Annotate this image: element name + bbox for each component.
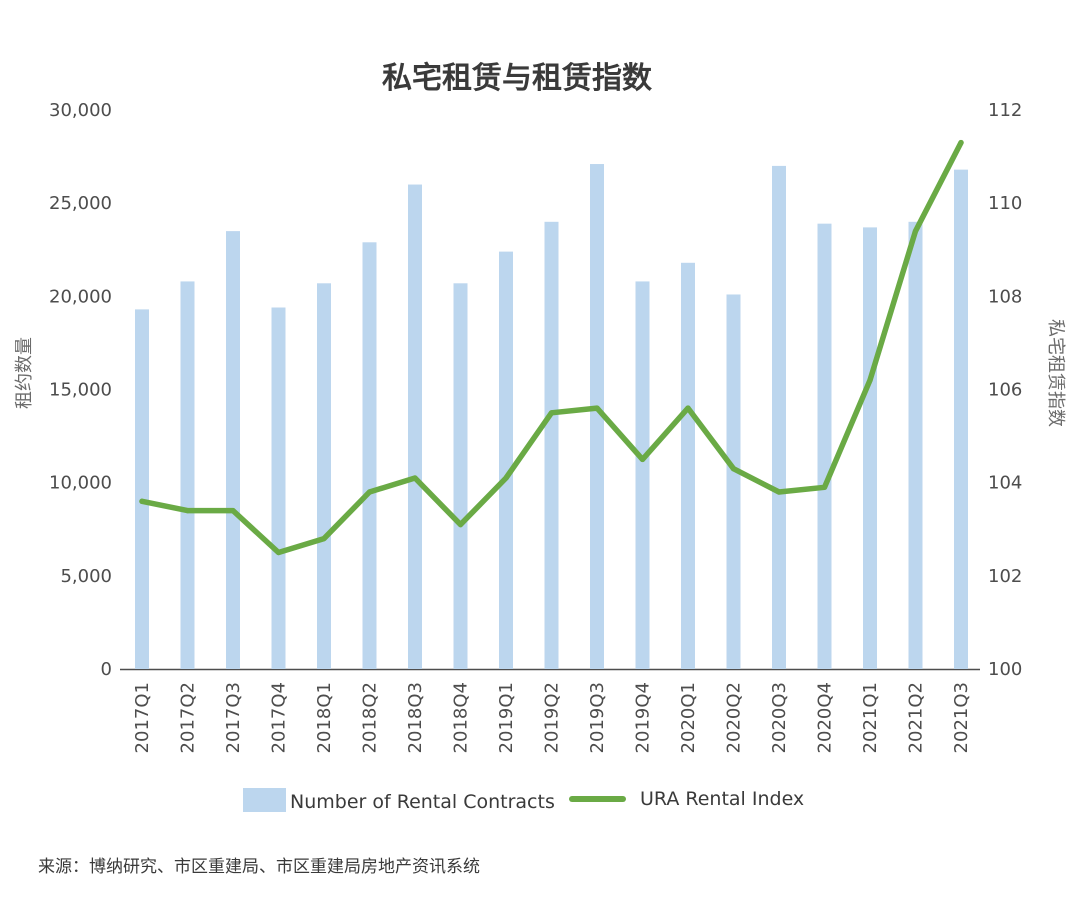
bar-2020Q2 — [726, 294, 741, 669]
x-tick-label: 2021Q2 — [906, 682, 927, 753]
bar-2017Q4 — [271, 307, 286, 669]
x-tick-label: 2018Q2 — [360, 682, 381, 753]
x-tick-label: 2020Q4 — [815, 682, 836, 753]
bar-2018Q1 — [317, 283, 331, 669]
left-tick-label: 0 — [101, 659, 112, 680]
line-point-2017Q2 — [184, 508, 191, 514]
x-tick-label: 2019Q3 — [587, 682, 608, 753]
bar-2017Q3 — [226, 231, 240, 669]
line-point-2021Q3 — [958, 140, 964, 146]
x-tick-label: 2020Q3 — [769, 682, 790, 753]
line-point-2020Q3 — [776, 489, 782, 495]
line-point-2019Q1 — [503, 475, 509, 481]
line-point-2018Q1 — [321, 535, 327, 542]
line-series-layer — [139, 139, 964, 556]
line-point-2017Q4 — [275, 549, 282, 556]
bar-2019Q1 — [499, 251, 513, 669]
chart-title: 私宅租赁与租赁指数 — [382, 61, 653, 96]
left-tick-label: 10,000 — [49, 473, 112, 494]
bar-2018Q3 — [408, 184, 422, 670]
right-axis-title: 私宅租赁指数 — [1045, 319, 1066, 427]
bar-2021Q3 — [954, 169, 968, 670]
line-point-2020Q1 — [685, 405, 691, 411]
right-tick-label: 102 — [988, 566, 1022, 587]
legend-bar-swatch — [243, 788, 286, 812]
bar-2017Q2 — [180, 281, 195, 669]
left-tick-label: 5,000 — [60, 566, 112, 587]
legend-line-label: URA Rental Index — [640, 788, 804, 810]
line-point-2021Q2 — [912, 228, 919, 234]
x-tick-label: 2021Q1 — [860, 682, 881, 753]
bar-2019Q3 — [590, 164, 604, 669]
line-point-2018Q2 — [366, 489, 373, 495]
line-point-2020Q2 — [730, 466, 737, 472]
line-point-2019Q3 — [594, 405, 600, 411]
x-tick-label: 2017Q3 — [223, 682, 244, 753]
bar-2019Q4 — [635, 281, 650, 669]
x-tick-label: 2020Q1 — [678, 682, 699, 753]
line-point-2019Q2 — [548, 410, 555, 416]
bar-2020Q4 — [817, 223, 832, 669]
legend-bar-label: Number of Rental Contracts — [290, 791, 555, 813]
line-point-2017Q1 — [139, 498, 145, 504]
left-tick-label: 25,000 — [49, 193, 112, 214]
x-tick-label: 2019Q1 — [496, 682, 517, 753]
right-tick-label: 100 — [988, 659, 1022, 680]
bar-2020Q3 — [772, 165, 786, 669]
x-tick-label: 2017Q1 — [132, 682, 153, 753]
left-tick-label: 15,000 — [49, 380, 112, 401]
right-axis-ticks: 100 102 104 106 108 110 112 — [988, 100, 1022, 680]
x-tick-label: 2019Q4 — [633, 682, 654, 753]
right-tick-label: 110 — [988, 193, 1022, 214]
x-tick-label: 2017Q4 — [269, 682, 290, 753]
line-point-2017Q3 — [230, 508, 236, 514]
right-tick-label: 106 — [988, 380, 1022, 401]
bar-2019Q2 — [544, 221, 559, 670]
x-tick-label: 2021Q3 — [951, 682, 972, 753]
x-tick-label: 2019Q2 — [542, 682, 563, 753]
line-point-2018Q3 — [412, 475, 418, 481]
bar-2020Q1 — [681, 262, 695, 669]
line-point-2021Q1 — [867, 377, 873, 383]
bar-series — [135, 164, 968, 670]
legend: Number of Rental Contracts URA Rental In… — [243, 788, 804, 813]
x-tick-label: 2018Q4 — [451, 682, 472, 753]
bar-2018Q2 — [362, 242, 377, 669]
x-tick-label: 2018Q3 — [405, 682, 426, 753]
line-point-2020Q4 — [821, 484, 828, 490]
x-tick-label: 2017Q2 — [178, 682, 199, 753]
line-point-2018Q4 — [457, 521, 464, 528]
x-tick-label: 2018Q1 — [314, 682, 335, 753]
source-note: 来源：博纳研究、市区重建局、市区重建局房地产资讯系统 — [38, 857, 480, 877]
x-axis-ticks: 2017Q1 2017Q2 2017Q3 2017Q4 2018Q1 2018Q2 2018… — [132, 682, 972, 753]
line-point-2019Q4 — [639, 456, 646, 462]
right-tick-label: 104 — [988, 473, 1022, 494]
left-tick-label: 20,000 — [49, 286, 112, 307]
bar-2021Q1 — [863, 227, 877, 669]
left-axis-ticks: 0 5,000 10,000 15,000 20,000 25,000 30,000 — [49, 100, 112, 680]
bar-2018Q4 — [453, 283, 468, 669]
bar-2021Q2 — [908, 221, 923, 670]
bar-2017Q1 — [135, 309, 149, 669]
right-tick-label: 108 — [988, 286, 1022, 307]
left-axis-title: 租约数量 — [14, 337, 35, 409]
x-tick-label: 2020Q2 — [724, 682, 745, 753]
left-tick-label: 30,000 — [49, 100, 112, 121]
right-tick-label: 112 — [988, 100, 1022, 121]
